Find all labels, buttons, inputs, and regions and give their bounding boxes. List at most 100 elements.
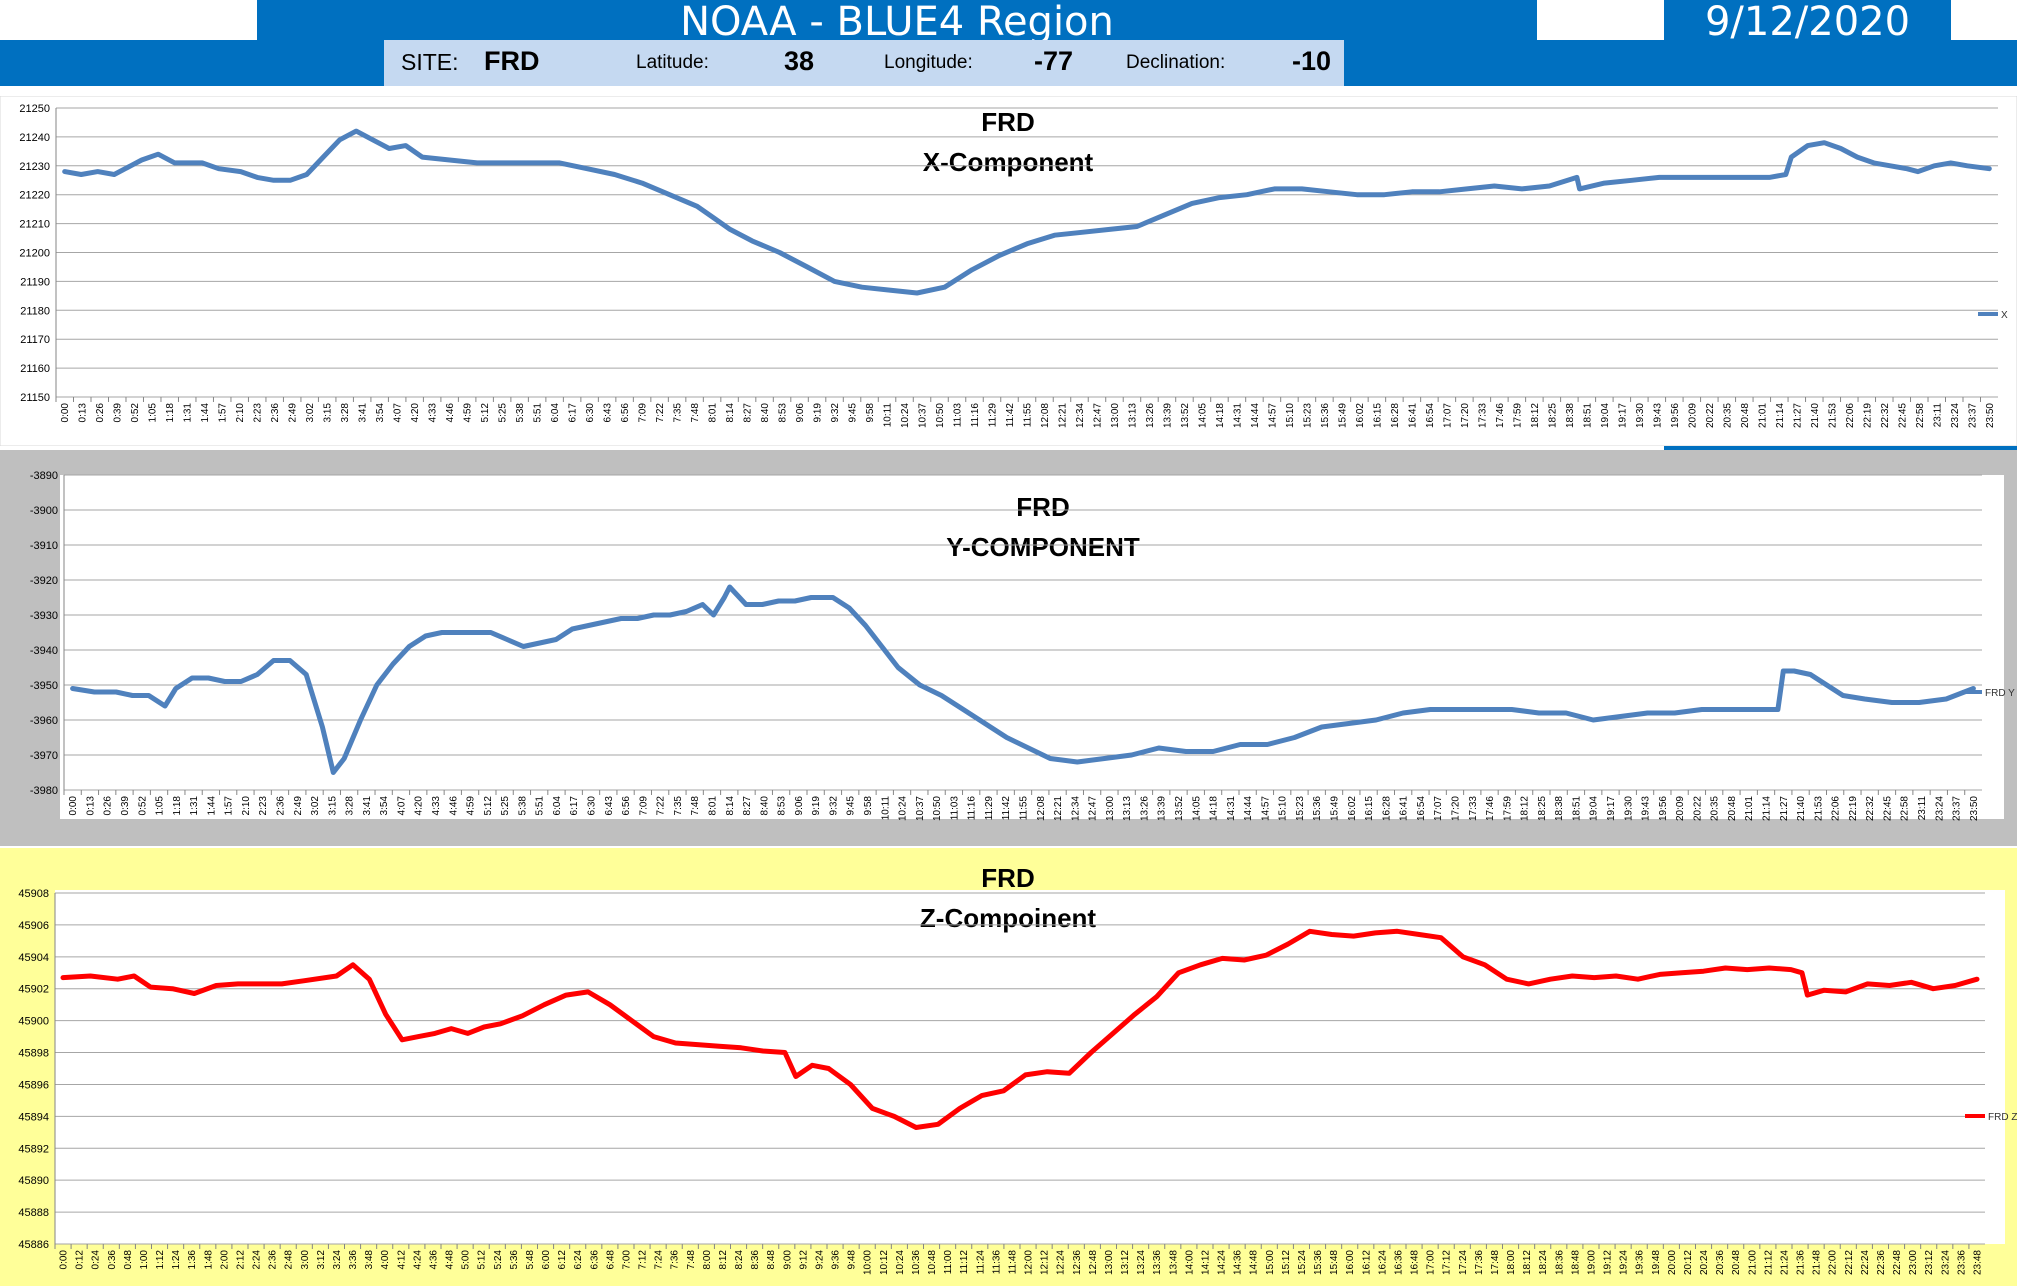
x-tick-label: 17:48 [1490, 1250, 1501, 1275]
x-tick-label: 10:24 [895, 1250, 906, 1275]
x-tick-label: 9:19 [811, 796, 822, 816]
y-tick-label: -3960 [30, 715, 58, 727]
x-tick-label: 17:20 [1460, 403, 1471, 428]
x-tick-label: 16:28 [1390, 403, 1401, 428]
x-tick-label: 5:51 [535, 796, 546, 816]
x-tick-label: 9:32 [830, 403, 841, 423]
x-tick-label: 21:14 [1762, 796, 1773, 821]
legend-label: FRD Y [1985, 688, 2015, 699]
x-tick-label: 1:44 [200, 403, 211, 423]
x-tick-label: 14:44 [1250, 403, 1261, 428]
x-tick-label: 11:12 [959, 1250, 970, 1275]
x-tick-label: 18:12 [1522, 1250, 1533, 1275]
y-tick-label: 45908 [18, 888, 49, 900]
longitude-label: Longitude: [884, 52, 973, 73]
x-tick-label: 13:39 [1157, 796, 1168, 821]
x-tick-label: 22:19 [1862, 403, 1873, 428]
x-tick-label: 14:44 [1243, 796, 1254, 821]
x-tick-label: 13:13 [1122, 796, 1133, 821]
x-tick-label: 21:24 [1779, 1250, 1790, 1275]
x-tick-label: 1:05 [155, 796, 166, 816]
x-tick-label: 20:36 [1715, 1250, 1726, 1275]
y-tick-label: 45898 [18, 1048, 49, 1060]
x-tick-label: 17:46 [1485, 796, 1496, 821]
x-tick-label: 17:07 [1433, 796, 1444, 821]
legend-label: X [2001, 310, 2008, 321]
x-tick-label: 6:56 [621, 796, 632, 816]
x-tick-label: 8:27 [742, 796, 753, 816]
y-tick-label: 45906 [18, 920, 49, 932]
x-tick-label: 11:29 [984, 796, 995, 821]
y-tick-label: 21160 [20, 363, 50, 375]
x-tick-label: 5:25 [498, 403, 509, 423]
x-tick-label: 0:39 [120, 796, 131, 816]
x-tick-label: 11:00 [943, 1250, 954, 1275]
x-tick-label: 23:50 [1985, 403, 1996, 428]
x-tick-label: 4:46 [448, 796, 459, 816]
y-tick-label: 21230 [19, 161, 50, 173]
x-tick-label: 10:37 [915, 796, 926, 821]
x-tick-label: 21:53 [1827, 403, 1838, 428]
x-tick-label: 6:56 [620, 403, 631, 423]
x-tick-label: 20:24 [1699, 1250, 1710, 1275]
x-tick-label: 0:24 [91, 1250, 102, 1270]
y-chart-title: FRD [1016, 492, 1069, 522]
x-tick-label: 19:56 [1658, 796, 1669, 821]
x-tick-label: 12:47 [1092, 403, 1103, 428]
x-tick-label: 4:36 [428, 1250, 439, 1270]
x-tick-label: 11:42 [1001, 796, 1012, 821]
x-tick-label: 3:02 [310, 796, 321, 816]
x-tick-label: 5:51 [533, 403, 544, 423]
x-tick-label: 21:40 [1810, 403, 1821, 428]
x-tick-label: 14:18 [1215, 403, 1226, 428]
x-tick-label: 18:12 [1520, 796, 1531, 821]
x-tick-label: 21:40 [1796, 796, 1807, 821]
x-tick-label: 23:37 [1967, 403, 1978, 428]
longitude-value: -77 [1034, 46, 1074, 76]
x-tick-label: 11:16 [967, 796, 978, 821]
x-tick-label: 10:24 [898, 796, 909, 821]
x-tick-label: 0:39 [113, 403, 124, 423]
x-tick-label: 15:23 [1302, 403, 1313, 428]
latitude-value: 38 [784, 46, 815, 76]
x-tick-label: 12:36 [1072, 1250, 1083, 1275]
x-tick-label: 1:18 [172, 796, 183, 816]
x-tick-label: 3:54 [379, 796, 390, 816]
x-tick-label: 15:10 [1285, 403, 1296, 428]
x-tick-label: 4:33 [431, 796, 442, 816]
y-tick-label: 21170 [20, 334, 50, 346]
x-tick-label: 18:25 [1547, 403, 1558, 428]
x-tick-label: 18:00 [1506, 1250, 1517, 1275]
x-tick-label: 2:00 [219, 1250, 230, 1270]
x-tick-label: 17:00 [1426, 1250, 1437, 1275]
y-tick-label: 21250 [19, 103, 50, 115]
series-line-frd-y [70, 584, 1976, 775]
x-tick-label: 11:55 [1019, 796, 1030, 821]
x-tick-label: 6:04 [552, 796, 563, 816]
x-tick-label: 18:51 [1571, 796, 1582, 821]
x-tick-label: 21:00 [1747, 1250, 1758, 1275]
x-tick-label: 1:31 [189, 796, 200, 816]
x-tick-label: 16:48 [1410, 1250, 1421, 1275]
x-tick-label: 22:32 [1880, 403, 1891, 428]
x-tick-label: 18:36 [1554, 1250, 1565, 1275]
x-tick-label: 19:24 [1619, 1250, 1630, 1275]
y-tick-label: 45896 [18, 1079, 49, 1091]
x-tick-label: 9:58 [863, 796, 874, 816]
x-tick-label: 10:12 [879, 1250, 890, 1275]
x-tick-label: 7:48 [690, 403, 701, 423]
x-tick-label: 13:00 [1105, 796, 1116, 821]
x-tick-label: 7:35 [673, 796, 684, 816]
x-tick-label: 12:24 [1056, 1250, 1067, 1275]
x-tick-label: 13:26 [1145, 403, 1156, 428]
x-tick-label: 2:36 [270, 403, 281, 423]
y-tick-label: -3920 [30, 575, 58, 587]
x-tick-label: 0:52 [137, 796, 148, 816]
x-tick-label: 8:12 [718, 1250, 729, 1270]
x-tick-label: 0:12 [75, 1250, 86, 1270]
x-tick-label: 9:36 [831, 1250, 842, 1270]
x-tick-label: 4:33 [428, 403, 439, 423]
x-tick-label: 6:30 [585, 403, 596, 423]
x-tick-label: 14:36 [1233, 1250, 1244, 1275]
x-tick-label: 22:58 [1915, 403, 1926, 428]
